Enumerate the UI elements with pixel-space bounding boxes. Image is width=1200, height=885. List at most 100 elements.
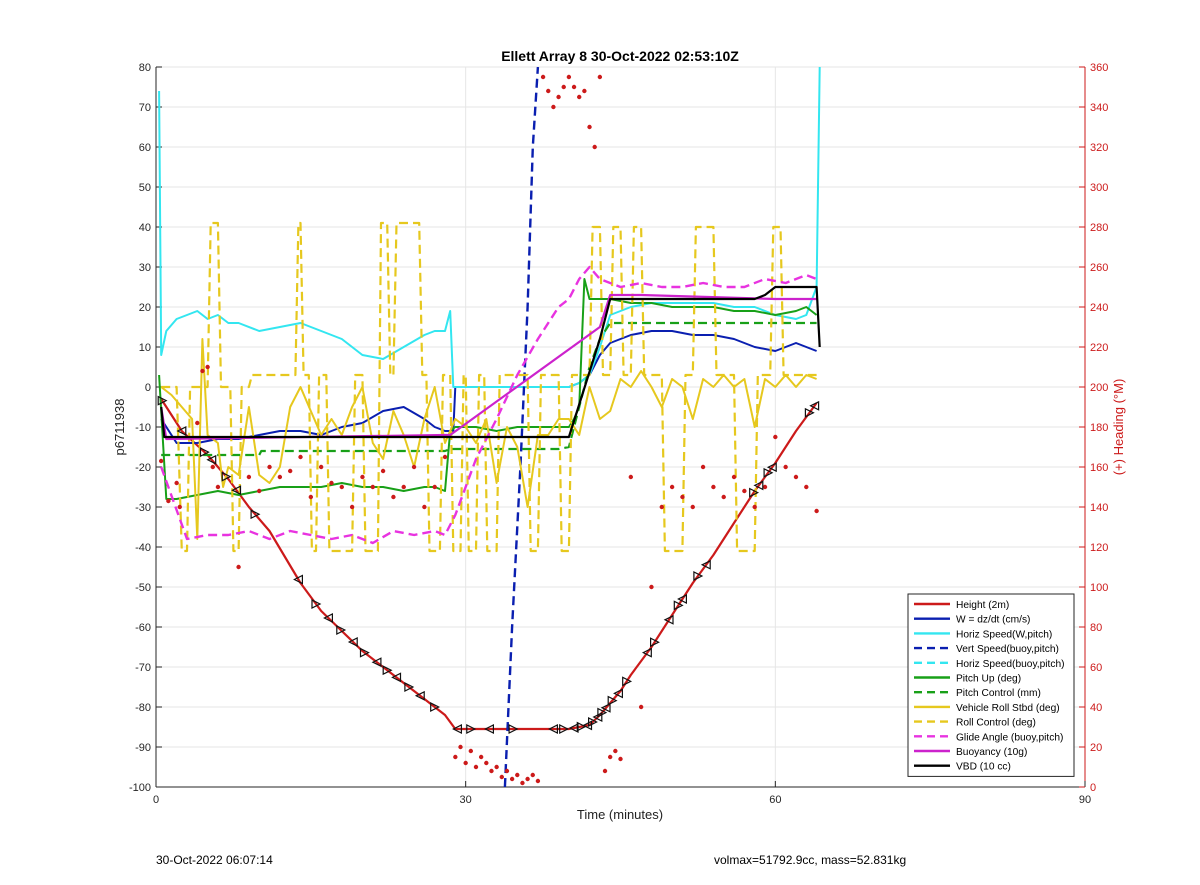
heading-point	[649, 584, 654, 590]
x-axis-label: Time (minutes)	[577, 807, 663, 822]
heading-point	[577, 94, 582, 100]
x-tick-label: 0	[153, 794, 159, 806]
y2-tick-label: 20	[1090, 742, 1102, 754]
y2-tick-label: 340	[1090, 102, 1108, 114]
height-marker	[250, 509, 261, 520]
height-marker	[700, 559, 711, 570]
heading-point	[453, 754, 458, 760]
series-glide-angle-buoy-pitch	[160, 265, 818, 545]
height-marker	[391, 672, 402, 683]
height-marker	[568, 723, 579, 733]
y2-tick-label: 220	[1090, 342, 1108, 354]
height-marker	[157, 395, 168, 406]
heading-point	[804, 484, 809, 490]
height-marker	[749, 487, 760, 498]
height-marker	[293, 574, 303, 585]
y2-tick-label: 100	[1090, 582, 1108, 594]
heading-point	[680, 494, 685, 500]
heading-point	[215, 484, 221, 490]
x-tick-label: 30	[460, 794, 472, 806]
legend-label: Pitch Control (mm)	[956, 688, 1041, 699]
y-tick-label: 40	[139, 222, 151, 234]
heading-point	[339, 484, 344, 490]
heading-point	[499, 774, 504, 780]
height-marker	[548, 724, 559, 734]
heading-point	[174, 480, 179, 486]
heading-point	[287, 468, 293, 474]
y-tick-label: -80	[135, 702, 151, 714]
y-tick-label: -70	[135, 662, 151, 674]
heading-point	[370, 484, 375, 490]
height-marker	[622, 676, 633, 687]
heading-point	[195, 420, 200, 426]
heading-point	[551, 104, 556, 110]
heading-point	[618, 756, 623, 762]
legend-label: Vert Speed(buoy,pitch)	[956, 644, 1059, 655]
y2-tick-label: 40	[1090, 702, 1102, 714]
heading-point	[582, 88, 587, 94]
y2-tick-label: 180	[1090, 422, 1108, 434]
heading-point	[267, 464, 272, 470]
heading-point	[246, 474, 252, 480]
height-marker	[484, 724, 494, 734]
heading-point	[463, 760, 468, 766]
heading-scatter	[158, 74, 819, 786]
y-tick-label: 10	[139, 342, 151, 354]
heading-point	[731, 474, 737, 480]
height-marker	[587, 717, 598, 727]
height-marker	[559, 724, 570, 734]
heading-point	[638, 704, 644, 710]
height-marker	[582, 720, 593, 731]
height-marker	[206, 454, 217, 465]
heading-point	[484, 760, 489, 766]
legend-label: Glide Angle (buoy,pitch)	[956, 732, 1063, 743]
y-tick-label: -90	[135, 742, 151, 754]
height-marker	[677, 594, 688, 604]
y2-tick-label: 120	[1090, 542, 1108, 554]
heading-point	[561, 84, 566, 90]
y-tick-label: -30	[135, 502, 151, 514]
height-marker	[809, 400, 820, 411]
axes: 0 30 60 90-100-90-80-70-60-50-40-30-20-1001…	[129, 62, 1108, 806]
series-layer	[158, 67, 821, 787]
heading-point	[525, 776, 530, 782]
heading-point	[587, 124, 592, 130]
y-tick-label: 0	[145, 382, 151, 394]
heading-point	[556, 94, 561, 100]
height-marker	[763, 467, 774, 478]
heading-point	[520, 780, 525, 786]
heading-point	[478, 754, 484, 760]
heading-point	[458, 744, 463, 750]
legend-box	[907, 593, 1075, 777]
heading-point	[711, 484, 716, 490]
height-marker	[613, 688, 624, 699]
y2-tick-label: 280	[1090, 222, 1108, 234]
height-marker	[199, 447, 210, 458]
height-marker	[466, 724, 477, 734]
heading-point	[236, 564, 241, 570]
heading-point	[504, 768, 510, 774]
y2-axis-label: (+) Heading (°M)	[1111, 379, 1126, 476]
heading-point	[489, 768, 494, 774]
height-marker	[323, 613, 333, 623]
heading-point	[177, 504, 182, 510]
height-marker	[673, 600, 684, 611]
height-marker	[649, 637, 660, 648]
heading-point	[473, 764, 479, 770]
legend-label: W = dz/dt (cm/s)	[956, 615, 1030, 626]
height-marker	[359, 647, 370, 658]
heading-point	[535, 778, 541, 784]
heading-point	[509, 776, 515, 782]
y2-tick-label: 240	[1090, 302, 1108, 314]
height-marker	[600, 702, 611, 713]
legend-label: Buoyancy (10g)	[956, 747, 1027, 758]
heading-point	[742, 488, 747, 494]
y-tick-label: 60	[139, 142, 151, 154]
heading-point	[360, 474, 365, 480]
y-tick-label: 80	[139, 62, 151, 74]
heading-point	[540, 74, 546, 80]
y-tick-label: -20	[135, 462, 151, 474]
heading-point	[298, 454, 303, 460]
heading-point	[391, 494, 396, 500]
height-marker	[508, 724, 519, 734]
